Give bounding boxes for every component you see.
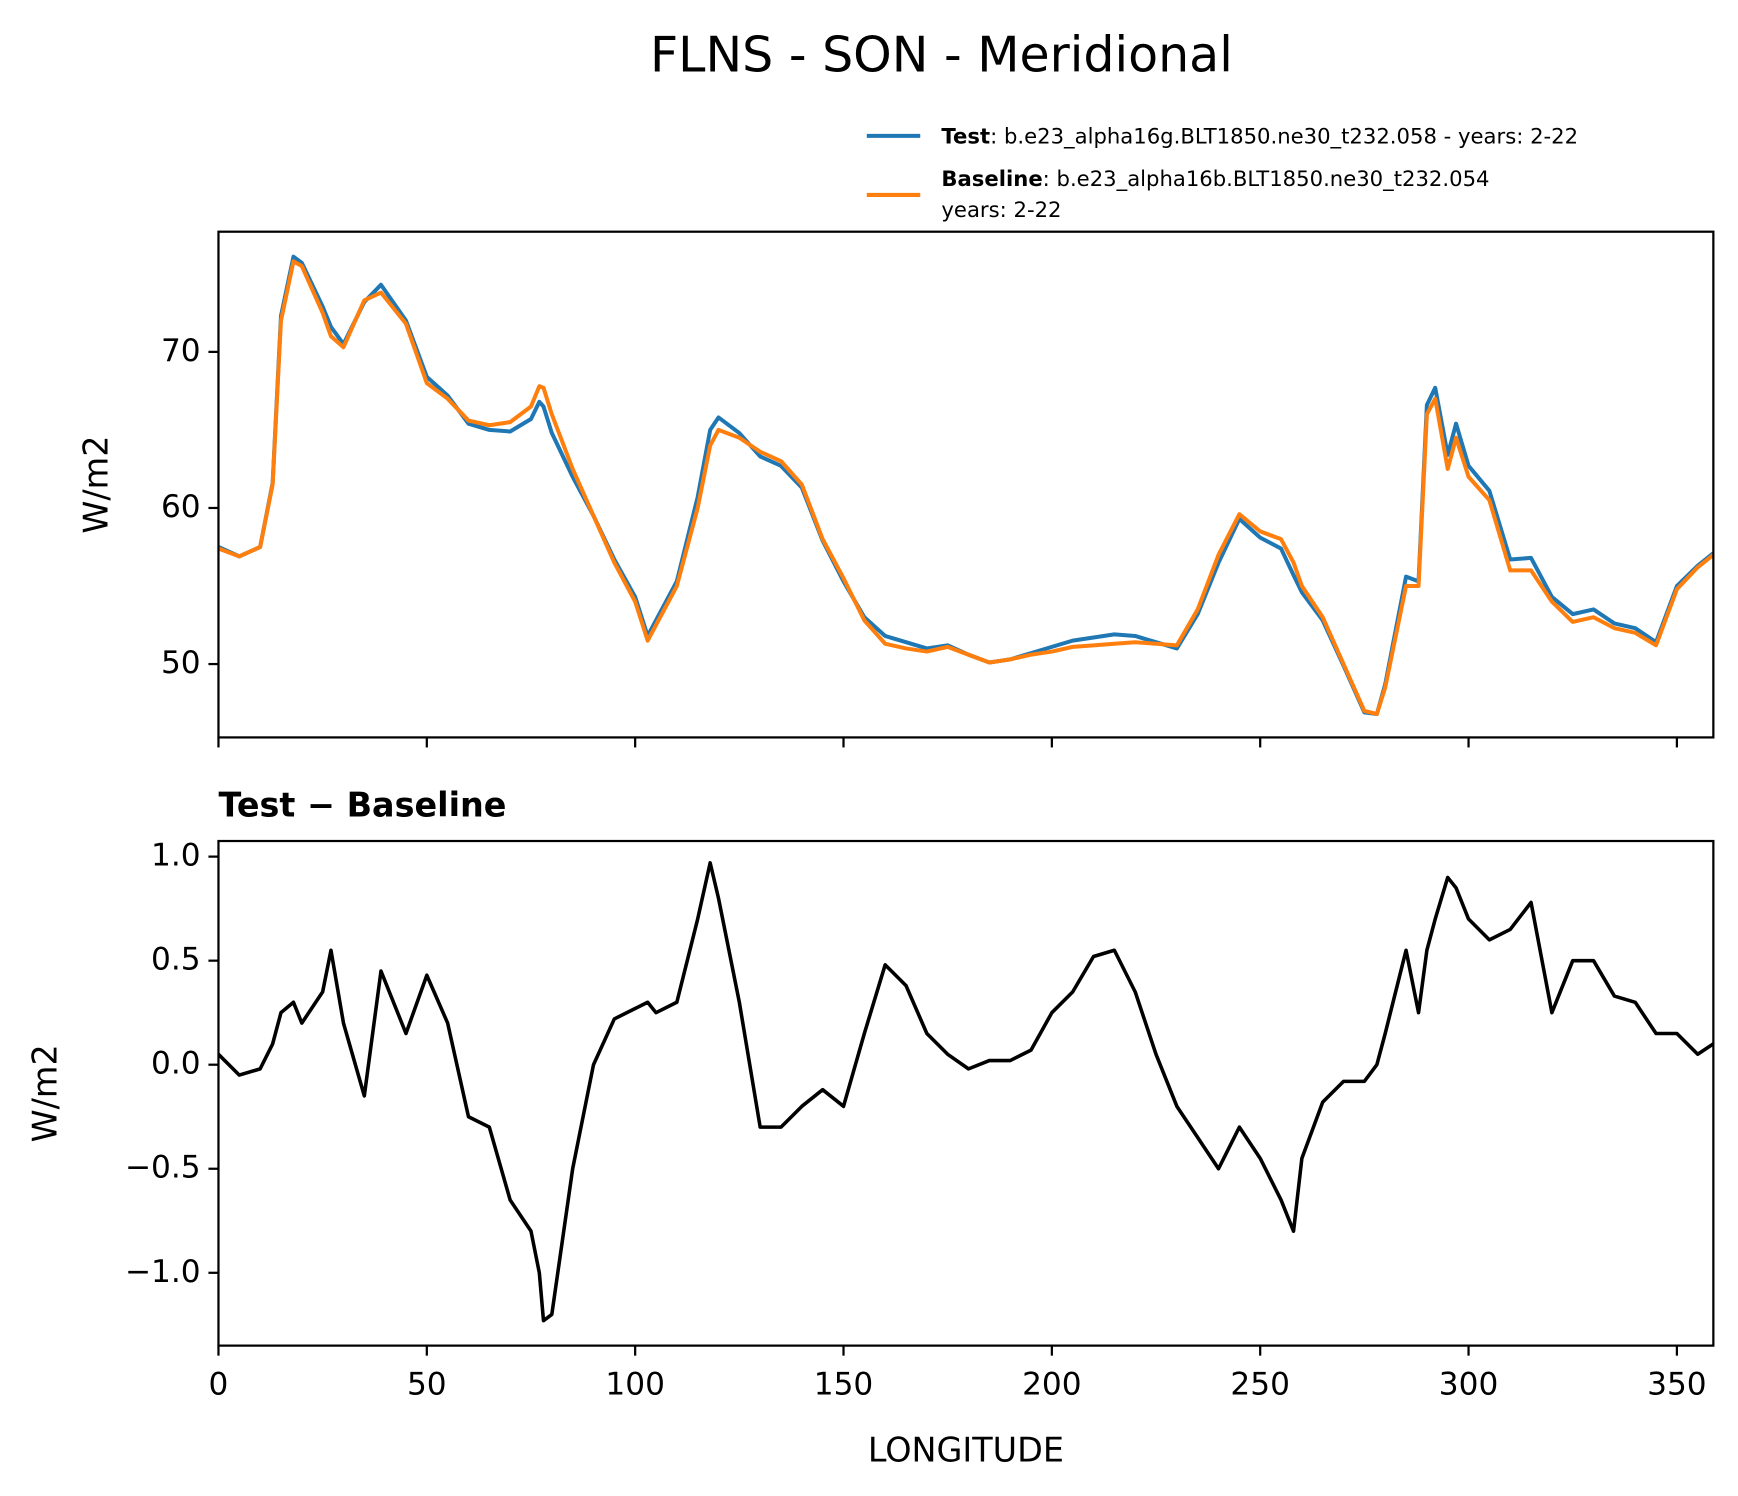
y-axis-label: W/m2 xyxy=(77,436,116,534)
x-tick-label: 200 xyxy=(1022,1367,1082,1403)
legend-name: Baseline xyxy=(941,166,1042,191)
y-tick-label: 1.0 xyxy=(151,838,201,874)
x-tick-label: 350 xyxy=(1647,1367,1707,1403)
x-axis-label: LONGITUDE xyxy=(868,1430,1064,1469)
axes-frame xyxy=(217,230,1715,739)
x-tick-label: 250 xyxy=(1230,1367,1290,1403)
x-tick-label: 50 xyxy=(407,1367,447,1403)
y-tick-label: 60 xyxy=(161,489,201,525)
legend-label: Baseline: b.e23_alpha16b.BLT1850.ne30_t2… xyxy=(941,166,1489,191)
y-axis-label: W/m2 xyxy=(25,1044,64,1142)
x-tick-label: 150 xyxy=(814,1367,874,1403)
x-tick-label: 0 xyxy=(209,1367,229,1403)
y-tick-label: 50 xyxy=(161,645,201,681)
figure-title: FLNS - SON - Meridional xyxy=(650,26,1233,83)
plot-area xyxy=(218,861,1714,1323)
series-line xyxy=(218,259,1714,717)
legend-name: Test xyxy=(941,124,990,149)
y-tick-label: −0.5 xyxy=(125,1150,201,1186)
y-tick-label: 0.5 xyxy=(151,942,201,978)
legend-description: : b.e23_alpha16g.BLT1850.ne30_t232.058 -… xyxy=(990,124,1578,149)
legend-label: years: 2-22 xyxy=(941,197,1061,222)
series-line xyxy=(218,254,1714,717)
legend-description: years: 2-22 xyxy=(941,197,1061,222)
x-tick-label: 300 xyxy=(1439,1367,1499,1403)
legend-label: Test: b.e23_alpha16g.BLT1850.ne30_t232.0… xyxy=(941,124,1578,149)
x-tick-label: 100 xyxy=(605,1367,665,1403)
y-tick-label: 70 xyxy=(161,333,201,369)
y-tick-label: 0.0 xyxy=(151,1046,201,1082)
subplot-title: Test − Baseline xyxy=(218,786,506,825)
legend-description: : b.e23_alpha16b.BLT1850.ne30_t232.054 xyxy=(1043,166,1490,191)
series-line xyxy=(218,861,1714,1323)
y-tick-label: −1.0 xyxy=(125,1254,201,1290)
plot-area xyxy=(218,254,1714,717)
axes-frame xyxy=(217,839,1715,1347)
